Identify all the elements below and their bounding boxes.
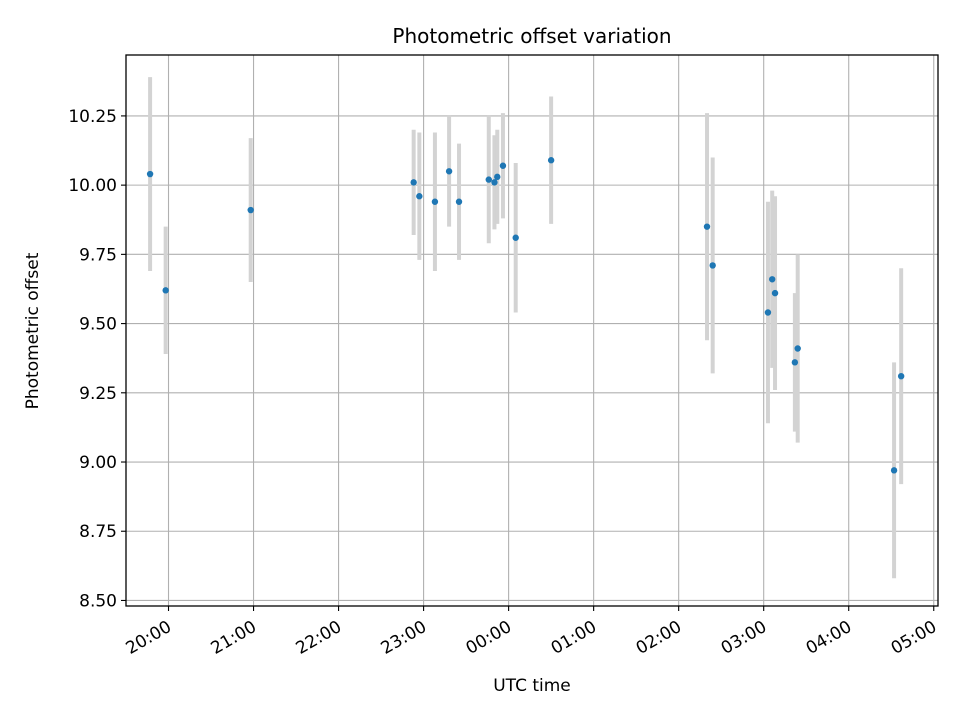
data-point: [416, 193, 423, 200]
x-tick-label: 20:00: [123, 617, 175, 659]
y-tick-label: 9.25: [79, 384, 117, 404]
y-tick-label: 10.00: [68, 176, 117, 196]
data-point: [547, 157, 555, 164]
data-point: [455, 198, 463, 205]
x-tick-label: 01:00: [548, 617, 600, 659]
x-tick-label: 04:00: [803, 617, 855, 659]
data-point: [494, 173, 501, 181]
chart-title: Photometric offset variation: [392, 24, 671, 48]
data-point: [890, 467, 898, 474]
plot-frame: [125, 54, 939, 607]
data-point: [499, 162, 507, 169]
data-point: [162, 287, 169, 294]
y-tick-label: 9.50: [79, 315, 117, 335]
x-tick-label: 00:00: [463, 617, 515, 659]
y-tick-label: 9.75: [79, 245, 117, 265]
y-tick-label: 10.25: [68, 107, 117, 127]
data-point: [512, 234, 519, 241]
errorbar-layer: [148, 77, 904, 579]
x-axis-title: UTC time: [493, 676, 571, 696]
x-tick-label: 22:00: [293, 617, 345, 659]
data-point: [764, 309, 772, 316]
data-point: [794, 345, 801, 352]
x-tick-label: 05:00: [888, 617, 940, 659]
x-tick-label: 03:00: [718, 617, 770, 659]
data-point: [897, 372, 905, 380]
data-point: [431, 198, 439, 205]
data-point: [491, 179, 498, 186]
x-tick-label: 23:00: [378, 617, 430, 659]
data-point: [709, 262, 716, 269]
y-axis-title: Photometric offset: [23, 252, 43, 409]
y-tick-label: 8.75: [79, 522, 117, 542]
point-layer: [146, 157, 905, 474]
x-axis-ticks: 20:00 21:00 22:00 23:00 00:00 01:00 02:00 03:00…: [123, 606, 940, 659]
y-tick-label: 8.50: [79, 591, 117, 611]
data-point: [703, 223, 711, 230]
data-point: [791, 359, 799, 366]
data-point: [410, 179, 417, 186]
data-point: [146, 170, 154, 178]
data-point: [771, 289, 779, 297]
data-point: [485, 176, 492, 183]
data-point: [768, 276, 776, 283]
data-point: [247, 206, 254, 214]
x-tick-label: 21:00: [208, 617, 260, 659]
grid-layer: [126, 55, 938, 606]
y-axis-ticks: 8.50 8.75 9.00 9.25 9.50 9.75 10.00 10.25: [68, 107, 126, 611]
y-tick-label: 9.00: [79, 453, 117, 473]
data-point: [445, 168, 453, 175]
x-tick-label: 02:00: [633, 617, 685, 659]
